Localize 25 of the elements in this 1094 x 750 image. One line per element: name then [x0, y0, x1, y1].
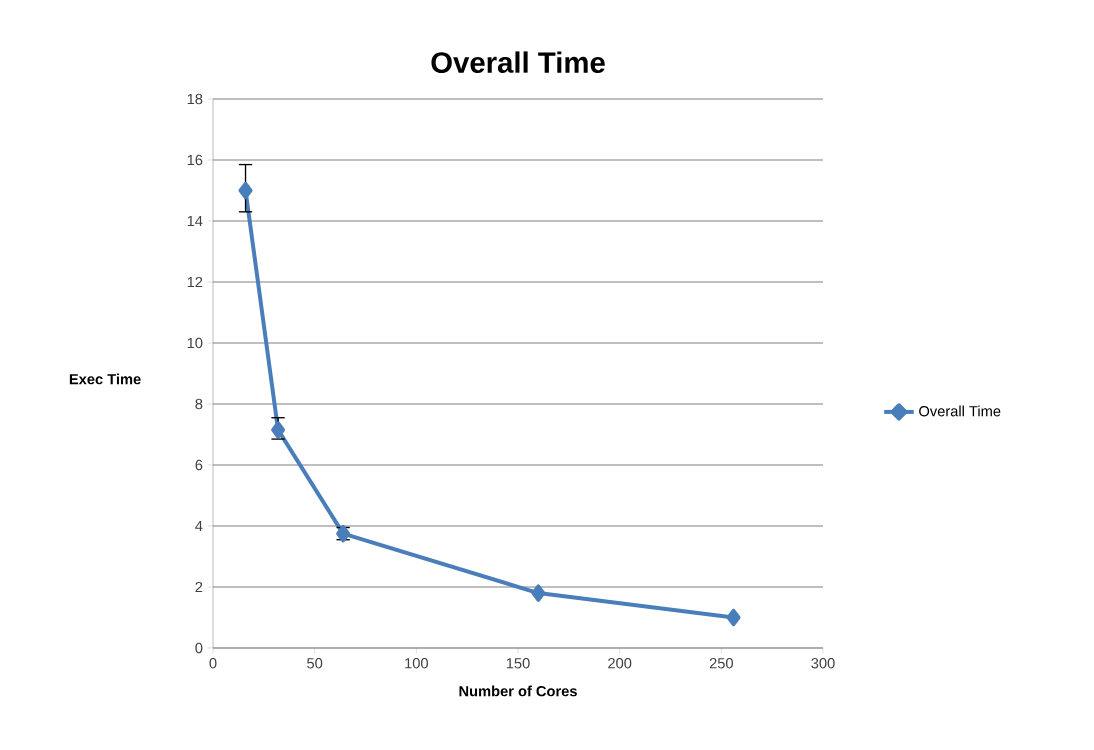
- x-tick-label: 100: [405, 658, 428, 669]
- y-tick-label: 10: [187, 337, 203, 349]
- x-tick-label: 250: [709, 658, 733, 669]
- y-tick-label: 0: [195, 642, 203, 654]
- y-tick-label: 4: [195, 520, 203, 532]
- y-tick-label: 12: [187, 276, 203, 288]
- x-tick-label: 50: [307, 658, 323, 669]
- y-tick-label: 18: [187, 93, 203, 105]
- x-tick-label: 200: [608, 658, 632, 669]
- y-tick-label: 14: [187, 215, 203, 227]
- y-axis-title: Exec Time: [69, 373, 141, 385]
- legend-label: Overall Time: [919, 405, 1001, 417]
- point: [531, 584, 546, 602]
- point: [271, 421, 286, 439]
- y-tick-label: 8: [195, 398, 203, 410]
- point: [238, 181, 253, 200]
- y-tick-label: 2: [195, 581, 203, 593]
- point: [726, 608, 741, 627]
- y-tick-label: 16: [187, 154, 203, 166]
- x-tick-label: 150: [506, 658, 530, 669]
- chart-title: Overall Time: [431, 51, 605, 73]
- x-axis-title: Number of Cores: [459, 685, 577, 697]
- y-tick-label: 6: [195, 459, 203, 471]
- x-tick-label: 0: [209, 658, 217, 669]
- x-tick-label: 300: [811, 658, 835, 669]
